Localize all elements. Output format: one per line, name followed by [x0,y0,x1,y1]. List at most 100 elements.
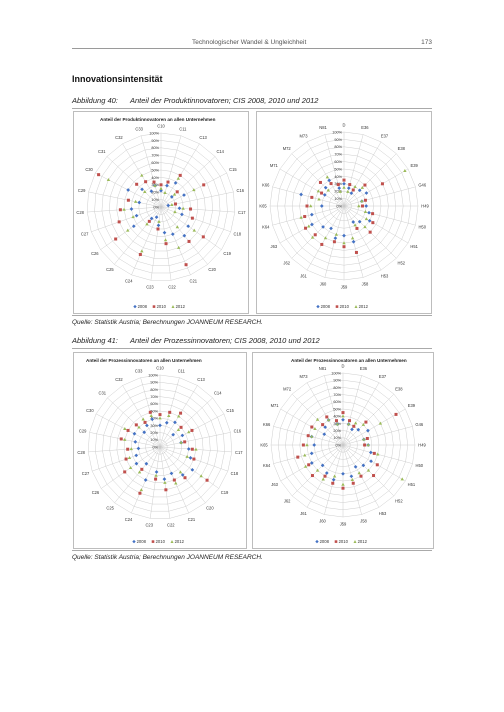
category-label-h52: H52 [395,498,403,503]
category-label-c22: C22 [168,285,176,290]
category-label-m73: M73 [300,374,309,379]
point-2010-c15 [190,428,194,432]
figure-41-bottom-rule [72,550,432,551]
point-2012-c29 [133,199,138,203]
point-2010-e39 [394,412,398,416]
point-2008-j60 [331,477,336,482]
point-2008-e37 [350,427,354,432]
point-2008-h53 [351,220,356,224]
point-2012-j60 [334,232,339,236]
point-2010-c11 [166,180,170,184]
figure-41-top-rule [72,348,432,349]
point-2008-c31 [140,187,144,192]
category-label-h50: H50 [418,224,426,229]
category-label-c33: C33 [135,368,143,373]
point-2008-c27 [134,453,139,458]
point-2012-j62 [310,235,315,239]
category-label-c10: C10 [157,123,165,128]
radial-tick-label: 0% [337,204,343,208]
grid-ring [123,169,199,244]
legend-marker-2012 [353,540,357,543]
point-2012-e38 [360,185,365,189]
point-2012-c13 [177,414,181,418]
category-label-j62: J62 [284,498,291,503]
point-2010-j60 [332,240,336,244]
point-2010-c31 [134,423,138,427]
point-2010-c14 [175,190,179,194]
point-2008-e37 [349,191,354,196]
point-2010-h49 [361,204,364,208]
grid-ring [116,403,204,491]
category-label-k64: K64 [262,224,270,229]
grid-spoke [107,397,161,448]
category-label-m71: M71 [271,403,280,408]
point-2012-c15 [187,430,191,434]
point-2008-j63 [310,222,314,227]
point-2010-c28 [118,208,122,212]
point-2008-m73 [327,178,332,183]
category-label-m72: M72 [283,146,292,151]
point-2008-h53 [353,464,358,469]
point-2012-c27 [131,215,135,219]
grid-spoke [122,385,161,448]
grid-spoke [88,446,161,453]
category-label-c21: C21 [190,279,198,284]
point-2008-c11 [165,183,169,188]
point-2008-j58 [351,239,356,244]
point-2008-h51 [369,459,373,464]
category-label-c17: C17 [235,450,243,455]
point-2012-m73 [325,175,330,179]
legend-marker-2012 [171,305,175,308]
grid-ring [138,184,184,230]
category-label-c11: C11 [179,126,187,131]
point-2012-j61 [321,477,325,481]
grid-spoke [343,134,364,207]
point-2010-c29 [126,198,130,202]
point-2010-c30 [97,173,101,177]
category-label-c18: C18 [234,232,242,237]
point-2012-c28 [122,207,126,211]
point-2010-c27 [117,220,121,224]
legend-label-2010: 2010 [157,304,167,309]
radial-tick-label: 10% [333,436,341,440]
category-label-c20: C20 [208,267,216,272]
point-2010-c20 [183,476,187,480]
point-2008-c16 [166,203,171,208]
category-label-c23: C23 [145,523,153,528]
category-label-c19: C19 [221,490,229,495]
legend-label-2010: 2010 [340,304,350,309]
point-2012-j58 [350,236,355,240]
grid-spoke [272,186,345,207]
point-2012-h50 [376,452,380,456]
point-2012-c19 [192,228,196,232]
category-label-h51: H51 [410,244,418,249]
grid-spoke [306,141,345,207]
grid-ring [94,140,228,274]
point-2012-m73 [326,418,331,422]
category-label-g46: G46 [418,182,426,187]
category-label-c13: C13 [197,377,205,382]
point-2008-k65 [319,204,324,208]
grid-spoke [342,393,395,446]
radial-tick-label: 80% [151,146,159,150]
category-label-c26: C26 [92,490,100,495]
legend-marker-2008 [315,539,319,544]
category-label-c22: C22 [167,523,175,528]
category-label-c31: C31 [99,390,107,395]
category-label-m73: M73 [300,133,309,138]
point-2012-c31 [137,425,141,429]
point-2008-c21 [169,471,174,476]
point-2012-e39 [403,169,407,173]
point-2012-c18 [173,210,177,214]
category-label-j61: J61 [300,511,307,516]
category-label-k64: K64 [263,463,271,468]
category-label-k65: K65 [260,442,268,447]
grid-spoke [159,446,219,489]
page-number: 173 [421,39,432,46]
point-2010-k65 [305,204,309,208]
point-2012-k66 [310,434,314,438]
point-2008-c26 [134,461,139,466]
point-2012-c32 [140,173,144,177]
point-2012-m71 [313,427,317,430]
point-2012-c20 [175,225,180,229]
